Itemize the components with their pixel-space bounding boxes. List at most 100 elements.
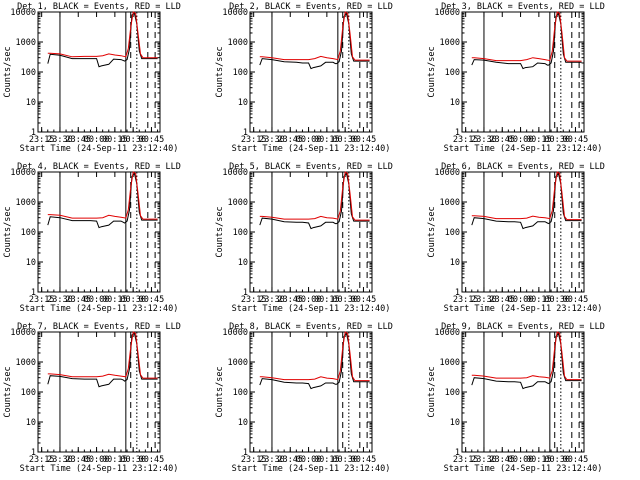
series-lld-line (471, 171, 582, 221)
x-tick-label: 23:30 (259, 135, 285, 145)
x-tick-label: 23:45 (277, 135, 303, 145)
series-lld-line (259, 171, 370, 221)
series-lld-line (471, 11, 582, 62)
panel-title: Det 7, BLACK = Events, RED = LLD (17, 322, 181, 332)
x-tick-label: 00:00 (296, 295, 322, 305)
x-tick-label: 00:45 (351, 135, 377, 145)
y-axis-label: Counts/sec (215, 366, 225, 417)
y-tick-label: 10000 (10, 8, 36, 18)
x-tick-label: 00:30 (120, 135, 146, 145)
y-tick-label: 1 (455, 128, 460, 138)
y-tick-label: 10000 (434, 328, 460, 338)
x-tick-label: 00:30 (120, 295, 146, 305)
x-tick-label: 23:30 (471, 455, 497, 465)
y-tick-label: 100 (21, 228, 36, 238)
x-tick-label: 23:15 (241, 455, 267, 465)
x-tick-label: 00:30 (544, 455, 570, 465)
x-axis-label: Start Time (24-Sep-11 23:12:40) (232, 304, 391, 314)
series-lld-line (47, 171, 158, 220)
x-tick-label: 00:15 (314, 135, 340, 145)
series-events-line (471, 332, 582, 390)
series-events-line (259, 172, 370, 230)
series-events-line (259, 12, 370, 70)
x-tick-label: 00:15 (102, 135, 128, 145)
y-tick-label: 1000 (16, 38, 36, 48)
y-tick-label: 1000 (228, 358, 248, 368)
y-axis-label: Counts/sec (3, 46, 13, 97)
series-lld-line (259, 11, 370, 61)
panel-grid: Det 1, BLACK = Events, RED = LLD11010010… (3, 2, 605, 474)
panel-title: Det 4, BLACK = Events, RED = LLD (17, 162, 181, 172)
x-tick-label: 00:30 (332, 135, 358, 145)
y-tick-label: 1000 (440, 358, 460, 368)
series-events-line (259, 332, 370, 390)
y-axis-label: Counts/sec (3, 366, 13, 417)
y-tick-label: 10 (26, 418, 36, 428)
x-tick-label: 23:45 (489, 135, 515, 145)
y-tick-label: 100 (445, 388, 460, 398)
x-tick-label: 00:15 (102, 455, 128, 465)
x-tick-label: 23:15 (453, 455, 479, 465)
x-tick-label: 23:30 (471, 295, 497, 305)
x-tick-label: 23:45 (65, 135, 91, 145)
series-events-line (471, 172, 582, 230)
x-tick-label: 00:45 (139, 135, 165, 145)
y-tick-label: 10 (450, 418, 460, 428)
x-tick-label: 00:30 (544, 295, 570, 305)
x-tick-label: 23:15 (29, 295, 55, 305)
x-tick-label: 00:00 (84, 295, 110, 305)
x-axis-label: Start Time (24-Sep-11 23:12:40) (444, 144, 603, 154)
x-tick-label: 00:45 (563, 455, 589, 465)
x-tick-label: 23:15 (29, 135, 55, 145)
y-tick-label: 10000 (222, 8, 248, 18)
y-axis-label: Counts/sec (215, 46, 225, 97)
x-tick-label: 00:15 (526, 135, 552, 145)
series-events-line (47, 172, 158, 229)
x-axis-label: Start Time (24-Sep-11 23:12:40) (20, 144, 179, 154)
x-tick-label: 00:45 (351, 295, 377, 305)
panel-3: Det 3, BLACK = Events, RED = LLD 1 10 100 10… (427, 2, 605, 154)
y-tick-label: 1 (31, 448, 36, 458)
y-tick-label: 10000 (222, 168, 248, 178)
x-tick-label: 00:15 (526, 295, 552, 305)
x-tick-label: 23:15 (241, 295, 267, 305)
y-tick-label: 100 (445, 228, 460, 238)
x-tick-label: 23:30 (259, 295, 285, 305)
x-tick-label: 00:15 (314, 295, 340, 305)
x-tick-label: 00:00 (508, 295, 534, 305)
x-tick-label: 00:00 (296, 455, 322, 465)
y-tick-label: 1000 (440, 38, 460, 48)
y-tick-label: 10000 (10, 168, 36, 178)
x-tick-label: 23:30 (47, 295, 73, 305)
panel-4: Det 4, BLACK = Events, RED = LLD 1 10 100 10… (3, 162, 181, 314)
x-tick-label: 00:45 (139, 455, 165, 465)
panel-5: Det 5, BLACK = Events, RED = LLD 1 10 100 10… (215, 162, 393, 314)
x-tick-label: 00:30 (332, 295, 358, 305)
y-tick-label: 1000 (16, 358, 36, 368)
series-lld-line (47, 11, 158, 59)
panel-title: Det 9, BLACK = Events, RED = LLD (441, 322, 605, 332)
y-tick-label: 10 (238, 98, 248, 108)
y-tick-label: 10000 (434, 168, 460, 178)
y-tick-label: 10000 (434, 8, 460, 18)
y-tick-label: 1 (31, 288, 36, 298)
y-axis-label: Counts/sec (215, 206, 225, 257)
y-tick-label: 100 (445, 68, 460, 78)
panel-title: Det 3, BLACK = Events, RED = LLD (441, 2, 605, 12)
y-tick-label: 100 (233, 388, 248, 398)
y-tick-label: 10 (26, 258, 36, 268)
x-tick-label: 23:15 (453, 135, 479, 145)
x-tick-label: 00:45 (139, 295, 165, 305)
panel-title: Det 5, BLACK = Events, RED = LLD (229, 162, 393, 172)
x-tick-label: 23:15 (241, 135, 267, 145)
y-tick-label: 100 (21, 68, 36, 78)
x-tick-label: 23:30 (471, 135, 497, 145)
panel-title: Det 2, BLACK = Events, RED = LLD (229, 2, 393, 12)
x-tick-label: 00:00 (296, 135, 322, 145)
x-tick-label: 23:45 (277, 295, 303, 305)
x-tick-label: 00:15 (526, 455, 552, 465)
x-tick-label: 00:30 (332, 455, 358, 465)
x-tick-label: 00:00 (508, 135, 534, 145)
series-events-line (471, 12, 582, 70)
